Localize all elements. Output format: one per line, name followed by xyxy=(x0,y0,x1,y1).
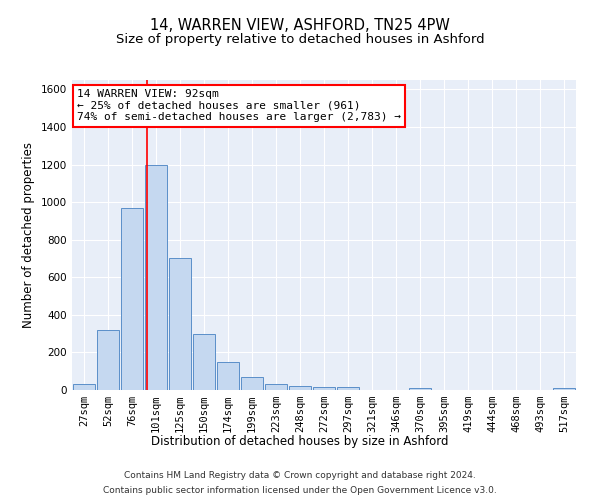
Bar xyxy=(265,384,287,390)
Text: Distribution of detached houses by size in Ashford: Distribution of detached houses by size … xyxy=(151,435,449,448)
Text: Contains HM Land Registry data © Crown copyright and database right 2024.: Contains HM Land Registry data © Crown c… xyxy=(124,471,476,480)
Bar xyxy=(217,362,239,390)
Text: Size of property relative to detached houses in Ashford: Size of property relative to detached ho… xyxy=(116,32,484,46)
Bar xyxy=(553,388,575,390)
Bar xyxy=(193,334,215,390)
Bar xyxy=(313,387,335,390)
Text: Contains public sector information licensed under the Open Government Licence v3: Contains public sector information licen… xyxy=(103,486,497,495)
Bar xyxy=(169,258,191,390)
Text: 14 WARREN VIEW: 92sqm
← 25% of detached houses are smaller (961)
74% of semi-det: 14 WARREN VIEW: 92sqm ← 25% of detached … xyxy=(77,90,401,122)
Bar xyxy=(289,386,311,390)
Bar xyxy=(337,387,359,390)
Bar xyxy=(241,377,263,390)
Bar xyxy=(97,330,119,390)
Y-axis label: Number of detached properties: Number of detached properties xyxy=(22,142,35,328)
Bar xyxy=(409,388,431,390)
Bar xyxy=(121,208,143,390)
Text: 14, WARREN VIEW, ASHFORD, TN25 4PW: 14, WARREN VIEW, ASHFORD, TN25 4PW xyxy=(150,18,450,32)
Bar xyxy=(73,384,95,390)
Bar xyxy=(145,164,167,390)
